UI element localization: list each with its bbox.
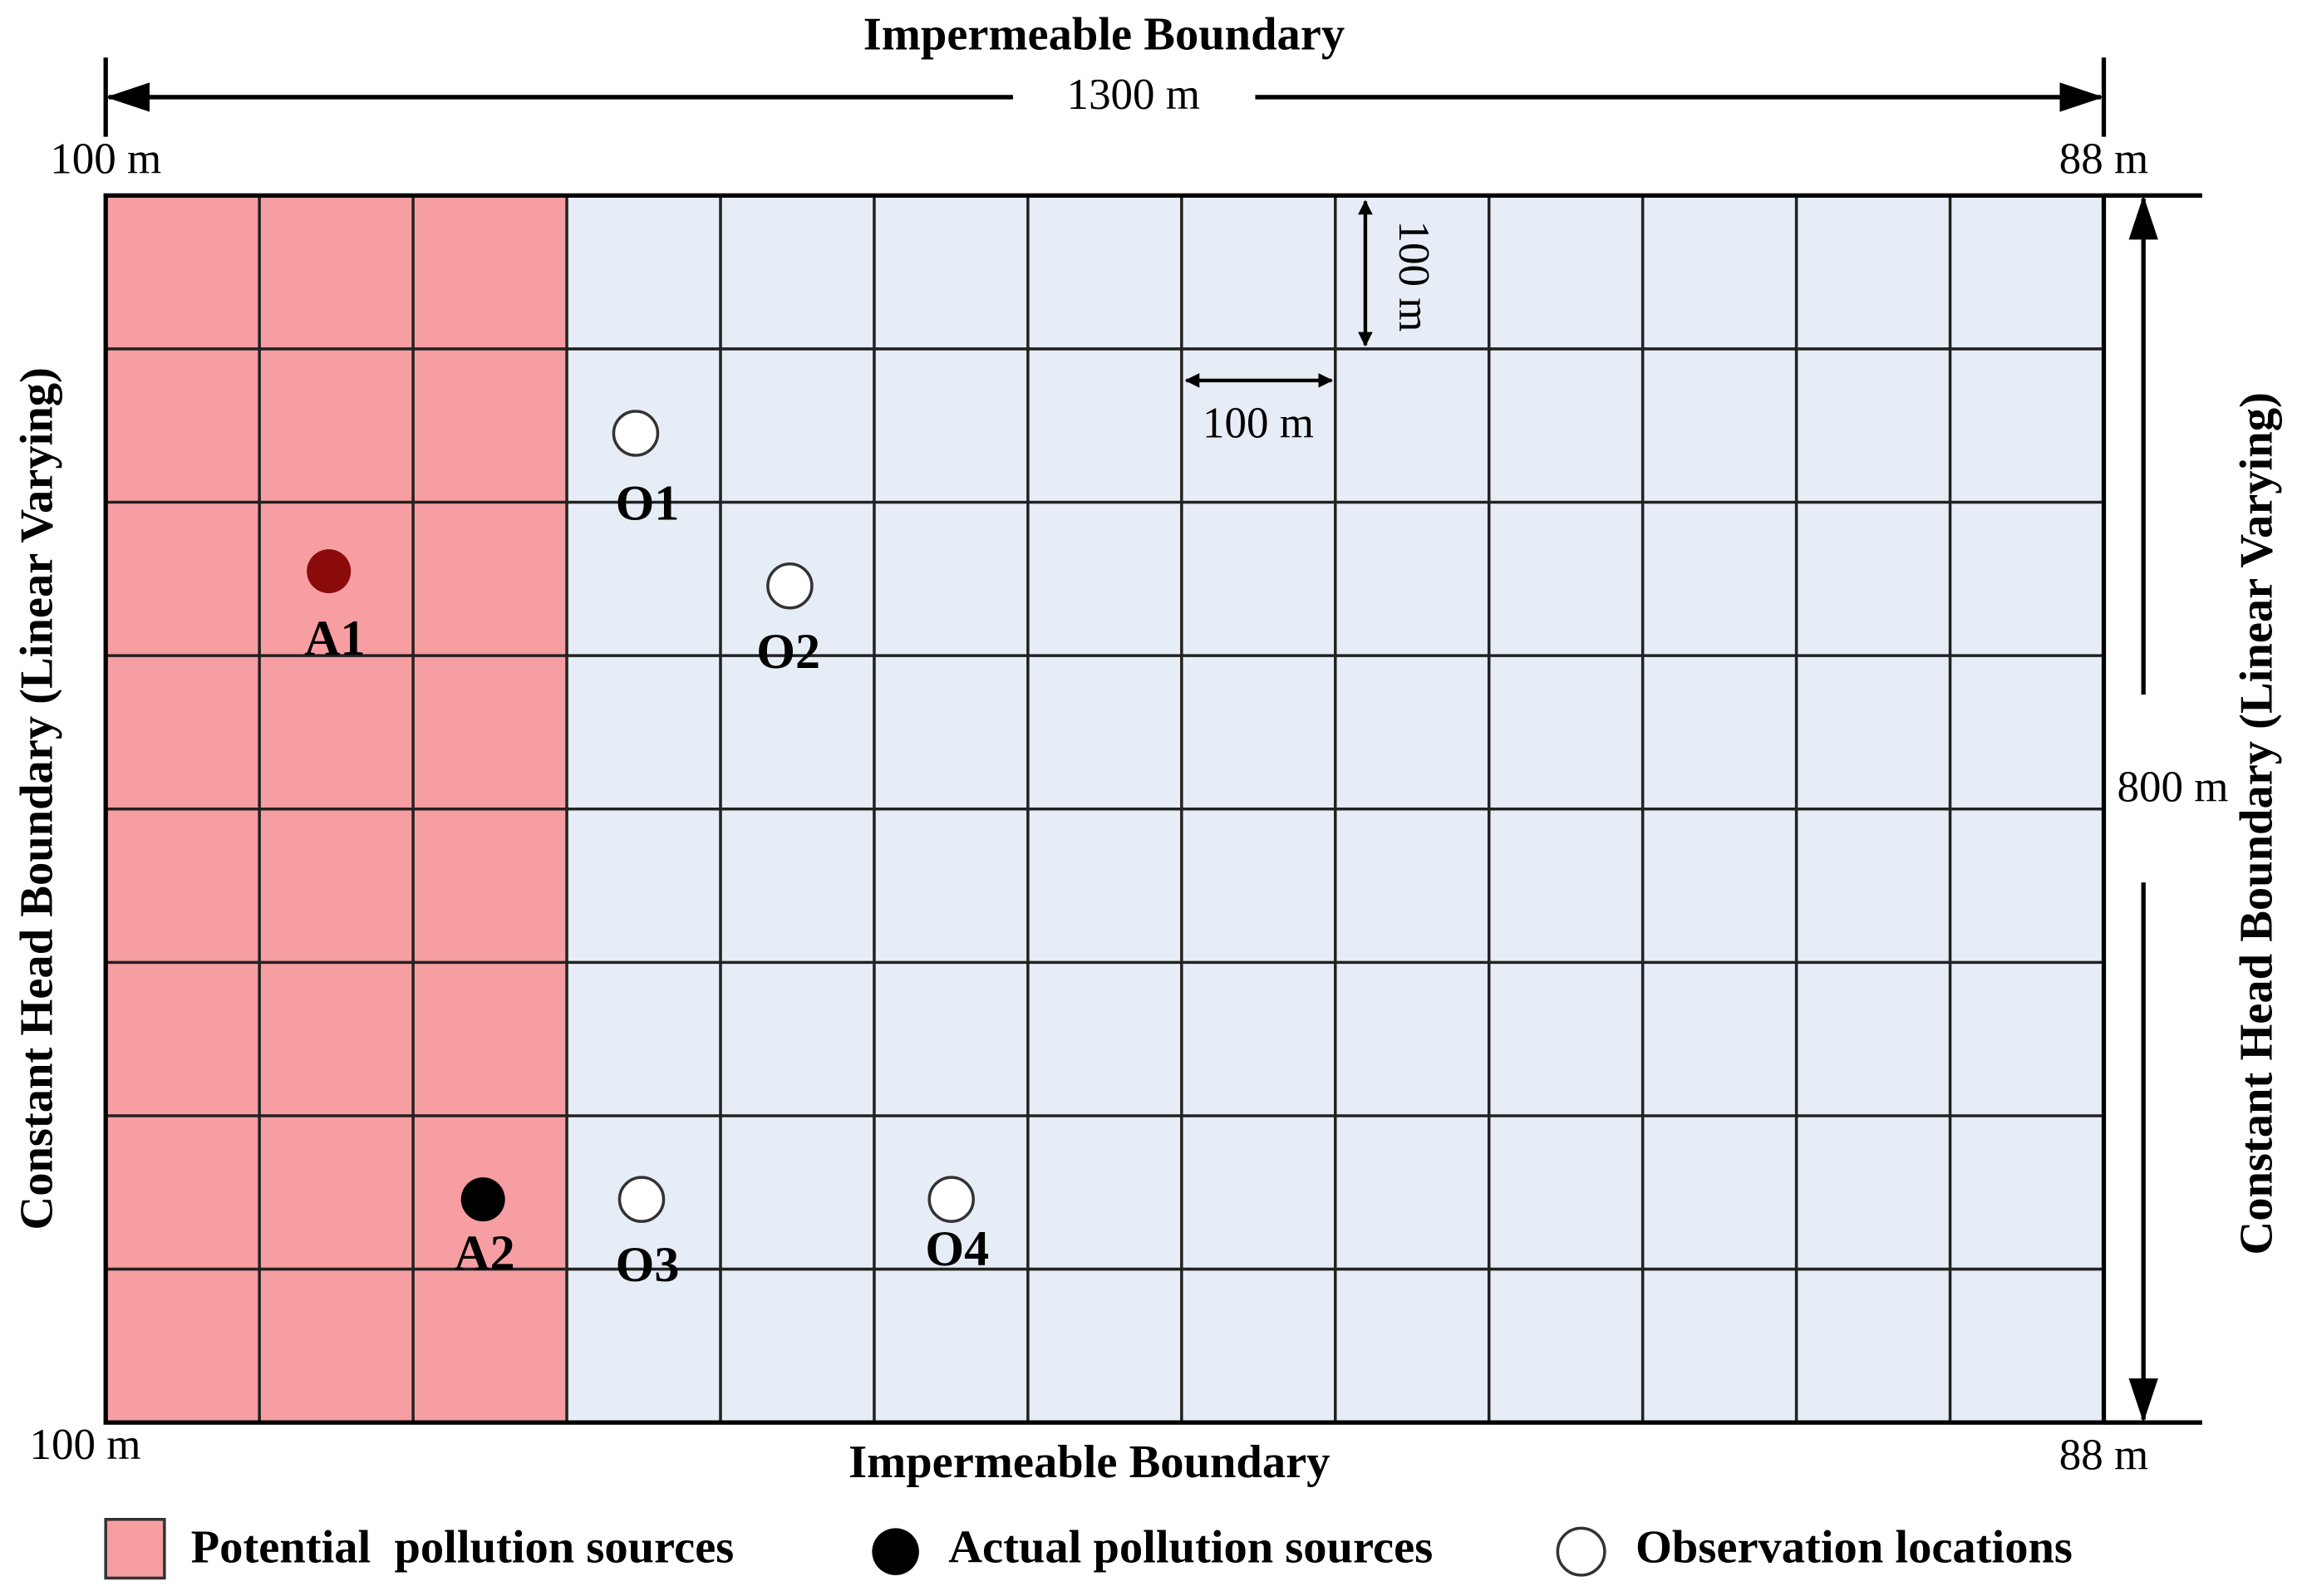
observation xyxy=(927,1176,976,1223)
legend-swatch xyxy=(104,1518,166,1580)
node-label: A2 xyxy=(454,1225,514,1280)
cell-width-label: 100 m xyxy=(1203,400,1314,448)
node-label: O4 xyxy=(925,1220,989,1276)
corner-label: 88 m xyxy=(2059,135,2148,184)
width-label: 1300 m xyxy=(1067,71,1200,119)
right-boundary: Constant Head Boundary (Linear Varying) xyxy=(2231,392,2283,1255)
legend-label: Potential pollution sources xyxy=(191,1522,735,1574)
observation xyxy=(766,562,814,610)
legend-swatch xyxy=(1556,1526,1606,1577)
bottom-boundary: Impermeable Boundary xyxy=(848,1436,1330,1488)
corner-label: 100 m xyxy=(29,1421,140,1469)
cell-height-label: 100 m xyxy=(1390,221,1438,332)
corner-label: 88 m xyxy=(2059,1431,2148,1480)
actual-source xyxy=(307,549,352,594)
legend-label: Actual pollution sources xyxy=(948,1522,1433,1574)
node-label: A1 xyxy=(304,610,365,665)
observation xyxy=(617,1176,666,1223)
observation xyxy=(612,410,660,457)
corner-label: 100 m xyxy=(50,135,161,184)
top-boundary: Impermeable Boundary xyxy=(863,8,1345,60)
node-label: O3 xyxy=(616,1236,680,1292)
actual-source xyxy=(460,1177,505,1222)
legend-swatch xyxy=(872,1528,919,1575)
left-boundary: Constant Head Boundary (Linear Varying) xyxy=(11,367,62,1230)
node-label: O1 xyxy=(616,474,680,530)
grid xyxy=(106,195,2104,1423)
legend-label: Observation locations xyxy=(1636,1522,2073,1574)
height-label: 800 m xyxy=(2118,764,2229,812)
node-label: O2 xyxy=(756,623,820,679)
domain-border xyxy=(103,193,2107,1425)
